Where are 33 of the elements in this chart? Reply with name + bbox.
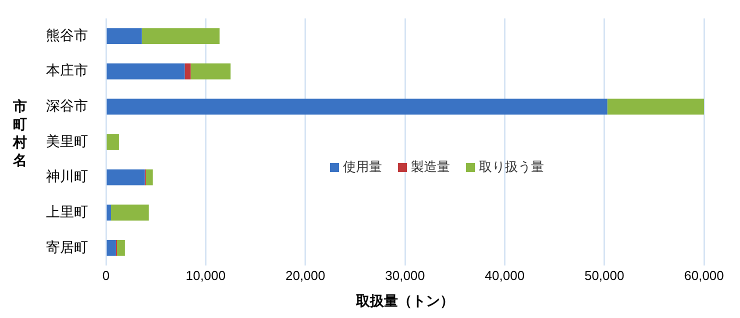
- y-tick-label: 神川町: [46, 168, 88, 184]
- bar: [110, 204, 149, 221]
- y-tick-label: 上里町: [46, 203, 88, 220]
- x-tick-label: 10,000: [186, 268, 226, 283]
- x-tick-label: 30,000: [385, 268, 425, 283]
- y-axis-title: 市町村名: [13, 98, 28, 170]
- y-tick-label: 本庄市: [46, 62, 88, 78]
- legend-label: 使用量: [343, 159, 382, 176]
- bar: [607, 98, 704, 115]
- x-tick-label: 0: [102, 268, 110, 283]
- x-tick-label: 50,000: [584, 268, 624, 283]
- y-tick-label: 美里町: [46, 132, 88, 149]
- bar: [106, 28, 142, 44]
- legend-label: 取り扱う量: [479, 159, 544, 176]
- x-tick-label: 40,000: [484, 268, 525, 283]
- bar: [142, 28, 220, 44]
- bar: [116, 240, 125, 256]
- bar: [106, 204, 111, 221]
- bar: [146, 169, 153, 186]
- bar: [106, 134, 119, 150]
- bar: [190, 63, 231, 80]
- legend-label: 製造量: [411, 159, 450, 176]
- y-tick-label: 深谷市: [46, 98, 88, 114]
- bar: [106, 98, 608, 115]
- x-tick-label: 60,000: [684, 268, 724, 283]
- bar: [106, 63, 185, 80]
- bar: [184, 63, 191, 80]
- bar: [106, 240, 116, 256]
- bar: [106, 169, 145, 186]
- y-tick-label: 熊谷市: [46, 26, 88, 43]
- x-axis-title: 取扱量（トン）: [355, 292, 454, 308]
- y-tick-label: 寄居町: [46, 238, 88, 255]
- x-tick-label: 20,000: [285, 268, 326, 283]
